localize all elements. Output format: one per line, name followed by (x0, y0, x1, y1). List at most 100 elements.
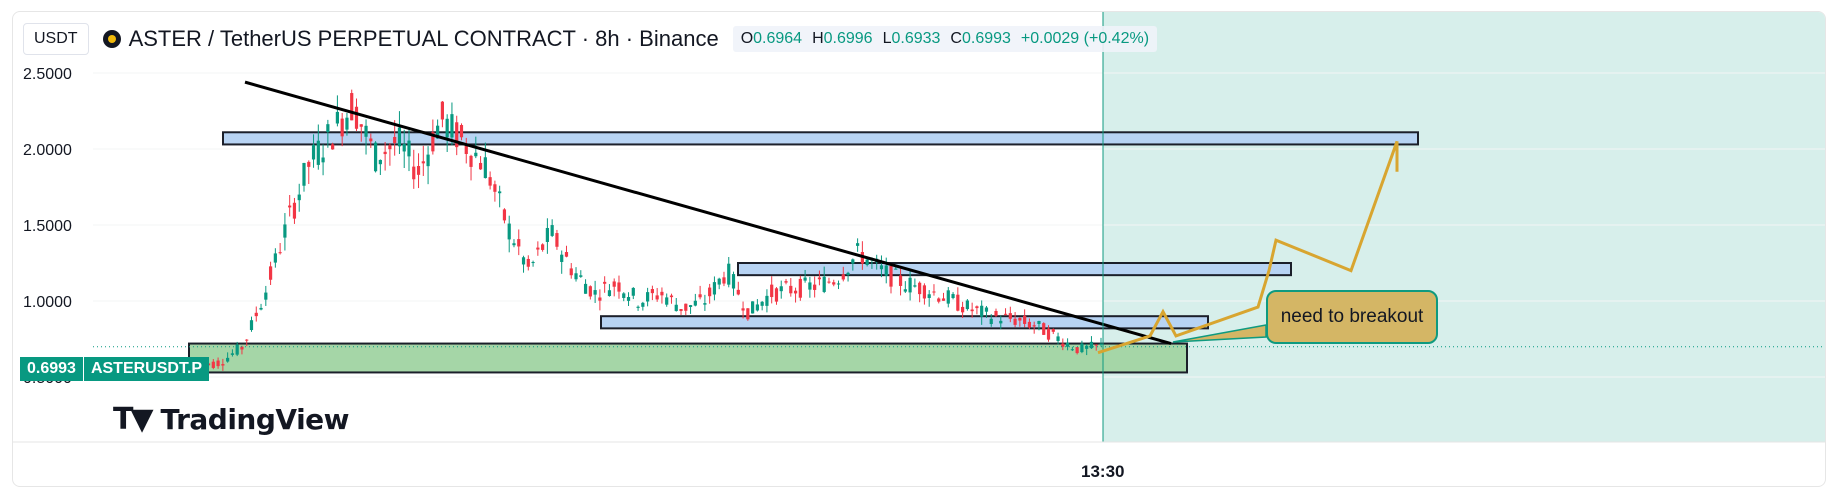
candle-body (793, 290, 798, 294)
candle-body (383, 151, 387, 155)
candle-body (407, 140, 411, 157)
candle-body (240, 346, 244, 350)
candle-body (354, 106, 359, 129)
candle-body (273, 253, 277, 263)
candle-body (717, 278, 721, 285)
candle-body (784, 281, 788, 283)
candle-body (1070, 349, 1074, 351)
candle-body (307, 161, 311, 167)
projection-path[interactable] (1097, 140, 1399, 355)
candle-body (254, 312, 258, 317)
time-axis-label: 13:30 (1081, 462, 1125, 481)
candle-body (440, 101, 444, 120)
candle-body (1080, 343, 1084, 353)
candle-body (512, 243, 516, 246)
candle-body (483, 157, 487, 179)
candle-body (746, 308, 750, 320)
last-price-value: 0.6993 (20, 357, 83, 381)
candle-body (541, 244, 545, 250)
candle-body (311, 144, 316, 160)
candle-body (980, 305, 984, 317)
candle-body (646, 292, 650, 302)
resistance-zone[interactable] (737, 262, 1292, 277)
candle-body (693, 300, 697, 306)
currency-unit-box[interactable]: USDT (23, 23, 89, 55)
candle-body (378, 159, 382, 165)
candle-body (817, 277, 822, 280)
candle-body (216, 360, 220, 367)
candle-body (617, 282, 621, 292)
candle-body (626, 297, 631, 301)
candle-body (918, 282, 922, 295)
candle-body (1056, 336, 1060, 341)
symbol-title[interactable]: ASTER / TetherUS PERPETUAL CONTRACT · 8h… (102, 26, 719, 52)
trendline[interactable] (244, 80, 1172, 346)
aster-coin-icon (102, 30, 121, 48)
candle-body (221, 364, 225, 366)
candle-body (1032, 325, 1036, 327)
candle-body (607, 290, 612, 297)
candle-body (474, 152, 478, 157)
candle-body (622, 293, 626, 298)
candle-body (588, 286, 592, 297)
candle-body (684, 303, 688, 311)
candle-body (1075, 347, 1079, 354)
candle-body (397, 127, 402, 147)
support-zone[interactable] (188, 342, 1188, 374)
candle-body (402, 144, 406, 152)
candle-body (412, 166, 416, 180)
candle-body (335, 111, 340, 124)
resistance-zone[interactable] (600, 315, 1209, 330)
ohlc-readout: O0.6964 H0.6996 L0.6933 C0.6993 +0.0029 … (732, 26, 1158, 52)
candle-body (502, 209, 507, 221)
candle-body (536, 247, 540, 250)
candle-body (416, 166, 421, 175)
candle-body (421, 161, 425, 164)
candle-body (913, 285, 917, 287)
candle-body (803, 277, 807, 281)
candle-body (731, 274, 736, 289)
candle-body (531, 262, 535, 264)
candle-body (1051, 329, 1055, 332)
candle-body (297, 194, 301, 201)
candle-body (436, 125, 440, 139)
candle-body (798, 278, 802, 298)
candle-body (464, 145, 468, 155)
candle-body (636, 306, 640, 308)
candle-body (631, 287, 635, 296)
candle-body (922, 285, 927, 299)
ohlc-change: +0.0029 (+0.42%) (1020, 30, 1150, 47)
candle-body (908, 277, 912, 293)
candle-body (751, 301, 755, 314)
candle-body (813, 284, 817, 290)
candle-body (340, 118, 344, 137)
resistance-zone[interactable] (222, 131, 1419, 146)
candle-body (1099, 343, 1103, 345)
candle-body (264, 292, 268, 300)
candle-body (211, 361, 215, 368)
candle-body (894, 268, 898, 270)
candle-body (526, 258, 530, 267)
last-price-symbol: ASTERUSDT.P (82, 357, 210, 381)
candle-body (927, 294, 931, 298)
candle-body (459, 125, 464, 138)
candle-body (569, 268, 573, 276)
candle-body (779, 286, 783, 292)
breakout-callout[interactable]: need to breakout (1266, 290, 1438, 344)
candle-body (302, 162, 306, 186)
candle-body (488, 177, 492, 186)
candle-body (703, 303, 707, 305)
candle-body (316, 140, 320, 165)
ohlc-open-value: 0.6964 (753, 30, 803, 47)
candle-body (493, 184, 497, 192)
candle-body (560, 254, 564, 262)
candle-body (941, 298, 946, 301)
candle-body (292, 202, 297, 219)
candle-body (345, 117, 349, 130)
candle-body (249, 320, 254, 331)
candle-body (827, 281, 831, 283)
tradingview-wordmark: TradingView (160, 403, 350, 436)
candle-body (369, 138, 373, 142)
candle-body (970, 309, 974, 312)
